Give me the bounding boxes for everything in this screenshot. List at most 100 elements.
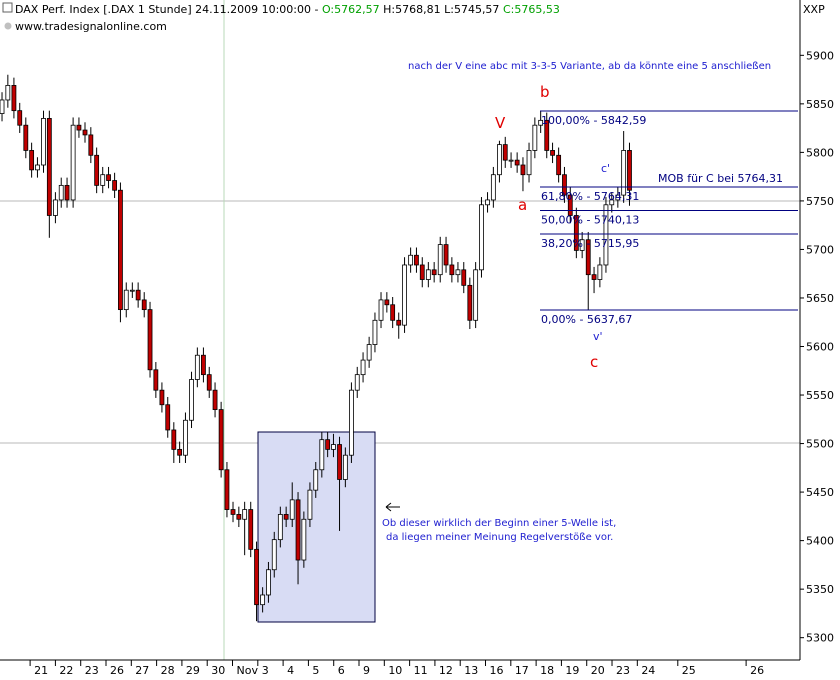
x-tick-label: 11	[414, 664, 428, 677]
x-tick-label: 5	[312, 664, 319, 677]
candle-body	[248, 509, 254, 550]
x-tick-label: 28	[161, 664, 175, 677]
candle-body	[242, 509, 248, 520]
header-low: L:5745,57	[444, 3, 499, 16]
candle-body	[11, 85, 17, 112]
mob-label: MOB für C bei 5764,31	[658, 172, 783, 185]
candle-body	[271, 539, 277, 571]
y-tick-label: 5700	[806, 243, 834, 256]
wave-label: b	[540, 83, 550, 101]
candle-body	[23, 124, 29, 151]
candle-body	[0, 99, 5, 114]
candle-body	[443, 244, 449, 266]
y-tick-label: 5900	[806, 49, 834, 62]
x-tick-label: 16	[490, 664, 504, 677]
candle-body	[390, 304, 396, 321]
candle-body	[627, 150, 632, 191]
candle-body	[378, 299, 384, 321]
x-tick-label: 20	[591, 664, 605, 677]
candle-body	[171, 429, 177, 450]
x-tick-label: 22	[59, 664, 73, 677]
candle-body	[609, 199, 615, 206]
x-tick-label: 3	[262, 664, 269, 677]
candle-body	[129, 289, 135, 292]
candle-body	[325, 439, 331, 450]
candle-body	[508, 159, 514, 162]
candle-body	[283, 514, 289, 520]
x-tick-label: 4	[287, 664, 294, 677]
candle-body	[260, 594, 266, 606]
wave-label: c	[590, 353, 598, 371]
candle-body	[277, 514, 283, 541]
comment: da liegen meiner Meinung Regelverstöße v…	[386, 532, 613, 543]
x-tick-label: 25	[682, 664, 696, 677]
candle-body	[46, 118, 52, 216]
x-tick-label: 10	[388, 664, 402, 677]
candle-body	[17, 110, 23, 126]
candle-body	[94, 154, 100, 186]
candle-body	[402, 264, 407, 326]
x-tick-label: 18	[540, 664, 554, 677]
candle-body	[254, 548, 259, 606]
candle-body	[502, 144, 508, 161]
candle-body	[431, 269, 437, 276]
wave-label: V	[495, 114, 506, 132]
source: www.tradesignalonline.com	[15, 20, 167, 33]
fib-label: 0,00% - 5637,67	[541, 313, 632, 326]
x-tick-label: 9	[363, 664, 370, 677]
y-tick-label: 5850	[806, 98, 834, 111]
comment: Ob dieser wirklich der Beginn einer 5-We…	[382, 518, 616, 529]
candle-body	[538, 119, 544, 126]
x-tick-label: 26	[750, 664, 764, 677]
header-high: H:5768,81	[383, 3, 440, 16]
x-tick-label: 6	[338, 664, 345, 677]
y-tick-label: 5800	[806, 146, 834, 159]
candle-body	[532, 124, 538, 151]
fib-label: 50,00% - 5740,13	[541, 213, 639, 226]
candle-body	[603, 204, 609, 266]
candle-body	[497, 144, 502, 176]
candle-body	[236, 514, 242, 520]
candle-body	[544, 119, 550, 151]
candle-body	[354, 374, 360, 391]
x-tick-label: Nov	[237, 664, 259, 677]
candle-body	[313, 469, 319, 491]
candle-body	[147, 309, 153, 371]
wave-label: v'	[593, 330, 603, 343]
x-tick-label: 23	[616, 664, 630, 677]
candle-body	[206, 374, 212, 391]
candle-body	[562, 174, 567, 196]
x-tick-label: 24	[641, 664, 655, 677]
y-tick-label: 5400	[806, 535, 834, 548]
candle-body	[467, 284, 473, 321]
candle-body	[194, 354, 200, 380]
y-tick-label: 5500	[806, 438, 834, 451]
candle-body	[550, 150, 555, 156]
candle-body	[372, 319, 378, 345]
x-tick-label: 29	[186, 664, 200, 677]
x-tick-label: 13	[464, 664, 478, 677]
candle-body	[384, 299, 390, 306]
header: DAX Perf. Index [.DAX 1 Stunde] 24.11.20…	[15, 3, 560, 16]
candle-body	[526, 150, 532, 176]
candle-body	[112, 180, 118, 191]
candle-body	[64, 184, 70, 201]
x-tick-label: 21	[34, 664, 48, 677]
candle-body	[289, 499, 295, 520]
candle-body	[414, 254, 419, 266]
source-icon	[4, 22, 12, 30]
candle-body	[307, 489, 313, 520]
candle-body	[573, 215, 579, 251]
wave-label: a	[518, 196, 527, 214]
candle-body	[585, 239, 591, 276]
candle-body	[88, 134, 94, 156]
candle-body	[29, 150, 35, 171]
candle-body	[159, 389, 165, 406]
candle-body	[615, 194, 621, 201]
candle-body	[455, 269, 461, 276]
candle-body	[201, 354, 206, 376]
candle-body	[141, 299, 147, 311]
